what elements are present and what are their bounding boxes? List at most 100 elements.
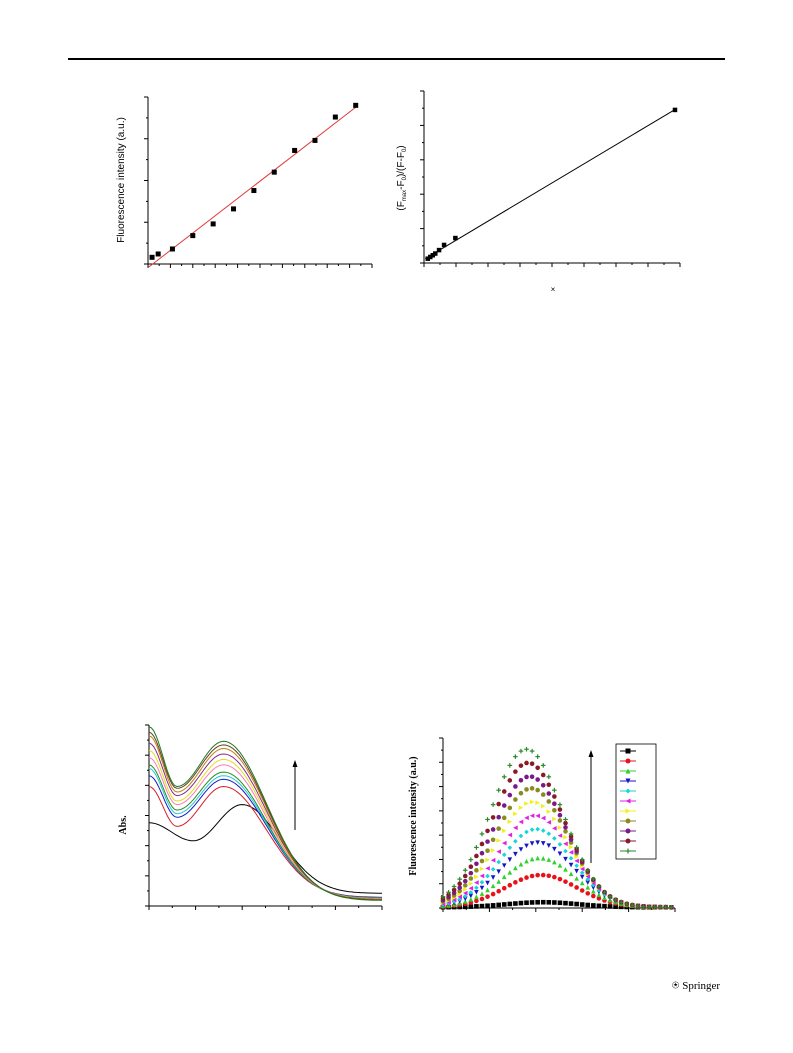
data-point	[451, 897, 457, 903]
data-point	[563, 856, 568, 862]
y-label-part: (F	[396, 201, 407, 210]
data-point	[552, 787, 557, 793]
data-point	[535, 800, 540, 806]
data-point	[518, 763, 524, 768]
data-point	[563, 841, 568, 847]
data-point	[485, 887, 490, 893]
data-point	[557, 807, 563, 812]
data-point	[557, 900, 563, 906]
data-point	[468, 890, 474, 895]
spectrum-line	[148, 764, 383, 899]
data-point	[524, 746, 529, 752]
data-point	[490, 802, 496, 807]
data-point	[524, 801, 529, 806]
y-axis-label: Fluorescence intensity (a.u.)	[408, 756, 419, 875]
data-point	[513, 901, 518, 906]
data-point	[474, 861, 479, 867]
data-point	[657, 904, 663, 910]
data-point	[501, 789, 507, 794]
data-point	[518, 877, 524, 883]
data-point	[579, 870, 585, 876]
data-point	[485, 848, 490, 854]
data-point	[557, 825, 563, 830]
data-point	[485, 880, 490, 886]
data-point	[332, 114, 338, 120]
data-point	[585, 867, 591, 873]
data-point	[496, 859, 501, 865]
data-point	[451, 887, 457, 893]
data-point	[485, 873, 490, 879]
data-point	[535, 754, 540, 759]
data-point	[453, 235, 458, 241]
data-point	[546, 899, 552, 905]
data-point	[479, 850, 485, 856]
data-point	[231, 206, 237, 212]
data-point	[474, 880, 479, 885]
data-point	[518, 819, 524, 825]
data-point	[546, 809, 552, 814]
data-point	[568, 837, 574, 842]
data-point	[507, 763, 513, 768]
data-point	[490, 815, 496, 820]
data-point	[557, 812, 563, 818]
y-label-sub: 0	[402, 148, 408, 152]
data-point	[271, 169, 277, 175]
data-point	[490, 837, 496, 843]
data-point	[579, 888, 585, 893]
chart-absorption-spectra: Abs.	[118, 724, 383, 910]
data-point	[474, 853, 479, 859]
data-point	[574, 858, 579, 864]
data-point	[552, 874, 557, 880]
data-point	[468, 881, 474, 886]
legend-marker	[625, 848, 631, 854]
spectrum-line	[148, 735, 383, 901]
legend-marker	[625, 768, 631, 774]
data-point	[507, 845, 513, 850]
data-point	[457, 881, 463, 886]
data-point	[574, 901, 579, 907]
data-point	[479, 866, 485, 872]
data-point	[462, 887, 468, 892]
data-point	[518, 748, 524, 754]
data-point	[474, 868, 479, 873]
data-point	[529, 827, 535, 832]
data-point	[563, 848, 568, 854]
data-point	[574, 885, 579, 890]
data-point	[563, 834, 568, 840]
data-point	[540, 855, 546, 861]
legend-marker	[625, 798, 631, 804]
data-point	[540, 828, 546, 833]
data-point	[535, 840, 540, 846]
data-point	[490, 875, 496, 880]
data-point	[501, 885, 507, 891]
data-point	[479, 858, 485, 864]
data-point	[546, 799, 552, 804]
data-point	[507, 869, 513, 875]
data-point	[292, 147, 298, 153]
data-point	[568, 844, 574, 850]
legend-marker	[625, 818, 631, 824]
data-point	[552, 794, 557, 799]
data-point	[552, 846, 557, 852]
data-point	[602, 903, 607, 909]
data-point	[425, 256, 431, 261]
data-point	[646, 904, 652, 910]
data-point	[518, 900, 524, 906]
data-point	[496, 869, 501, 874]
data-point	[535, 765, 540, 771]
data-point	[490, 827, 496, 832]
data-point	[462, 893, 468, 899]
data-point	[552, 859, 557, 865]
data-point	[568, 834, 574, 839]
data-point	[563, 900, 568, 906]
y-label-part: )	[396, 145, 407, 148]
data-point	[607, 894, 613, 899]
data-point	[468, 893, 474, 899]
data-point	[535, 855, 540, 861]
data-point	[501, 803, 507, 808]
data-point	[507, 805, 513, 811]
data-point	[579, 874, 585, 880]
data-point	[474, 898, 479, 904]
data-point	[591, 893, 596, 899]
data-point	[501, 874, 507, 880]
